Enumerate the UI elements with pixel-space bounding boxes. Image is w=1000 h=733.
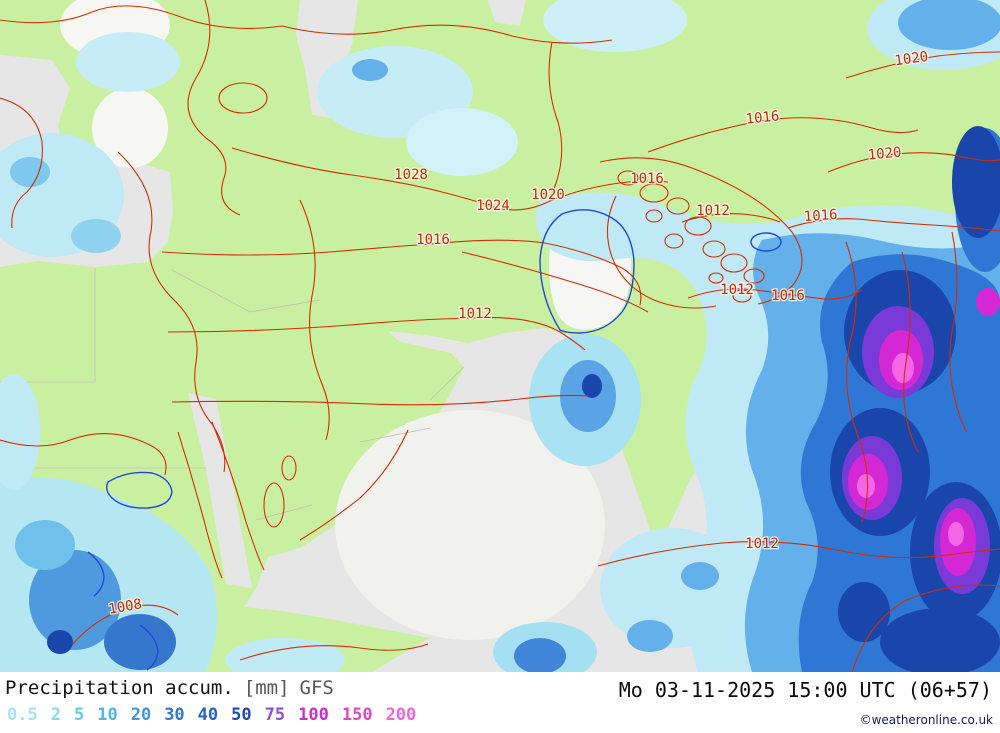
map-units: [mm] bbox=[243, 677, 290, 699]
map-title-text: Precipitation accum. bbox=[5, 677, 234, 699]
model-name: GFS bbox=[299, 677, 334, 699]
valid-datetime: Mo 03-11-2025 15:00 UTC (06+57) bbox=[618, 678, 992, 702]
isobar-label: 1028 bbox=[394, 167, 428, 183]
isobar-label: 1016 bbox=[771, 288, 805, 304]
map-title: Precipitation accum. [mm] GFS bbox=[5, 677, 334, 699]
legend-value: 0.5 bbox=[7, 705, 38, 725]
legend-value: 20 bbox=[130, 705, 152, 725]
precipitation-layer bbox=[0, 0, 1000, 672]
legend-value: 150 bbox=[341, 705, 373, 725]
isobar-layer bbox=[0, 0, 1000, 672]
legend-value: 30 bbox=[164, 705, 185, 725]
copyright-link[interactable]: ©weatheronline.co.uk bbox=[859, 713, 993, 727]
legend: 0.5 2 5 10 20 30 40 50 75 100 150 200 bbox=[7, 705, 429, 725]
isobar-label: 1024 bbox=[476, 198, 510, 214]
legend-value: 10 bbox=[97, 705, 118, 725]
isobar-label: 1020 bbox=[867, 145, 902, 164]
legend-value: 75 bbox=[264, 705, 286, 725]
isobar-label: 1012 bbox=[745, 536, 779, 552]
isobar-label: 1016 bbox=[416, 232, 450, 248]
isobar-label: 1012 bbox=[720, 282, 754, 298]
isobar-label: 1012 bbox=[696, 203, 730, 219]
legend-value: 50 bbox=[231, 705, 252, 725]
isobar-labels-layer: 1020 1016 1020 1028 1016 1020 1024 1012 1016 1016… bbox=[106, 48, 930, 620]
isobar-label: 1016 bbox=[745, 108, 780, 127]
isobar-label: 1020 bbox=[531, 187, 565, 203]
blue-contour-layer bbox=[87, 209, 782, 671]
legend-value: 5 bbox=[73, 705, 85, 725]
legend-value: 100 bbox=[298, 705, 329, 725]
isobar-label: 1020 bbox=[894, 49, 930, 70]
footer: Precipitation accum. [mm] GFS Mo 03-11-202… bbox=[0, 672, 1000, 733]
isobar-label: 1012 bbox=[458, 306, 492, 322]
isobar-label: 1016 bbox=[803, 207, 838, 225]
legend-value: 200 bbox=[385, 705, 417, 725]
legend-value: 40 bbox=[197, 705, 219, 725]
weather-map: 1020 1016 1020 1028 1016 1020 1024 1012 1016 1016… bbox=[0, 0, 1000, 672]
isobar-label: 1016 bbox=[630, 171, 664, 187]
legend-value: 2 bbox=[50, 705, 61, 725]
